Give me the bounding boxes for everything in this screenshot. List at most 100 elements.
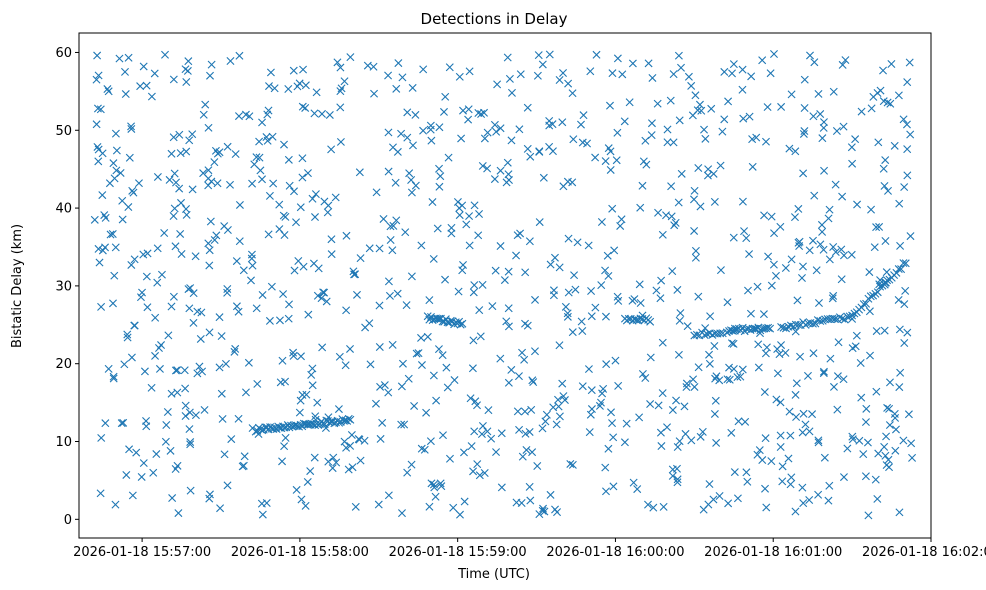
detection-marker (111, 129, 120, 138)
detection-marker (319, 288, 328, 297)
detection-marker (871, 475, 880, 484)
detection-marker (425, 502, 434, 511)
detection-marker (853, 200, 862, 209)
detection-marker (516, 70, 525, 79)
detection-marker (720, 67, 729, 76)
detection-marker (896, 368, 905, 377)
detection-marker (384, 491, 393, 500)
detection-marker (718, 329, 727, 338)
detection-marker (334, 405, 343, 414)
detection-marker (885, 421, 894, 430)
detection-marker (109, 299, 117, 308)
detection-marker (142, 81, 151, 90)
detection-marker (171, 242, 180, 251)
detection-marker (346, 53, 355, 62)
detection-marker (290, 187, 299, 196)
detection-marker (552, 420, 561, 429)
detection-marker (656, 294, 665, 303)
detection-marker (534, 51, 543, 60)
detection-marker (872, 223, 881, 232)
detection-marker (691, 253, 700, 262)
detection-marker (777, 102, 786, 111)
detection-marker (675, 116, 684, 125)
detection-marker (241, 388, 250, 397)
detection-marker (118, 196, 127, 205)
detection-marker (441, 275, 450, 284)
detection-marker (388, 340, 397, 349)
detection-marker (752, 133, 761, 142)
detection-marker (805, 246, 814, 255)
detection-marker (336, 87, 345, 96)
detection-marker (355, 168, 364, 177)
detection-marker (754, 363, 763, 372)
detection-marker (604, 271, 613, 280)
detection-marker (265, 82, 273, 91)
detection-marker (476, 332, 485, 341)
detection-marker (204, 123, 213, 132)
detection-marker (166, 446, 175, 455)
detection-marker (465, 67, 474, 76)
detection-marker (880, 442, 889, 451)
detection-marker (258, 290, 267, 299)
detection-marker (784, 454, 793, 463)
detection-marker (163, 408, 172, 417)
detection-marker (635, 413, 644, 422)
detection-marker (657, 442, 666, 451)
detection-marker (810, 191, 819, 200)
detection-marker (604, 144, 613, 153)
detection-marker (153, 172, 162, 181)
detection-marker (531, 295, 540, 304)
detection-marker (459, 448, 468, 457)
detection-marker (308, 381, 317, 390)
detection-marker (127, 260, 136, 269)
detection-marker (541, 417, 550, 426)
detection-marker (342, 306, 351, 315)
detection-marker (241, 110, 250, 119)
detection-marker (497, 483, 506, 492)
detection-marker (847, 143, 856, 152)
detection-marker (865, 307, 874, 316)
detection-marker (181, 412, 190, 421)
detection-marker (240, 452, 249, 461)
detection-marker (675, 437, 684, 446)
detection-marker (646, 353, 655, 362)
detection-marker (169, 212, 178, 220)
detection-marker (213, 179, 222, 188)
detection-marker (886, 99, 895, 108)
detection-marker (819, 367, 828, 376)
detection-markers (90, 50, 917, 520)
detection-marker (239, 266, 248, 275)
detection-marker (658, 230, 667, 239)
detection-marker (891, 446, 900, 455)
detection-marker (729, 364, 738, 373)
detection-marker (566, 459, 575, 468)
detection-marker (151, 313, 160, 322)
detection-marker (875, 222, 884, 231)
detection-marker (455, 211, 464, 220)
detection-marker (336, 103, 345, 112)
detection-marker (677, 169, 686, 178)
detection-marker (710, 342, 719, 350)
detection-marker (188, 185, 197, 194)
detection-marker (109, 372, 118, 381)
detection-marker (289, 348, 298, 357)
detection-marker (398, 359, 407, 368)
detection-marker (773, 369, 782, 378)
detection-marker (736, 372, 745, 381)
detection-marker (191, 252, 200, 261)
detection-marker (689, 375, 698, 384)
detection-marker (238, 462, 247, 471)
detection-marker (818, 316, 827, 325)
detection-marker (787, 255, 796, 264)
detection-marker (308, 194, 317, 203)
detection-marker (483, 427, 492, 436)
detection-marker (346, 415, 355, 424)
detection-marker (881, 156, 890, 165)
detection-marker (891, 413, 900, 422)
detection-marker (328, 464, 337, 473)
detection-marker (611, 356, 620, 365)
detection-marker (268, 132, 277, 141)
detection-marker (167, 302, 176, 311)
detection-marker (767, 281, 776, 290)
detection-marker (903, 145, 912, 154)
